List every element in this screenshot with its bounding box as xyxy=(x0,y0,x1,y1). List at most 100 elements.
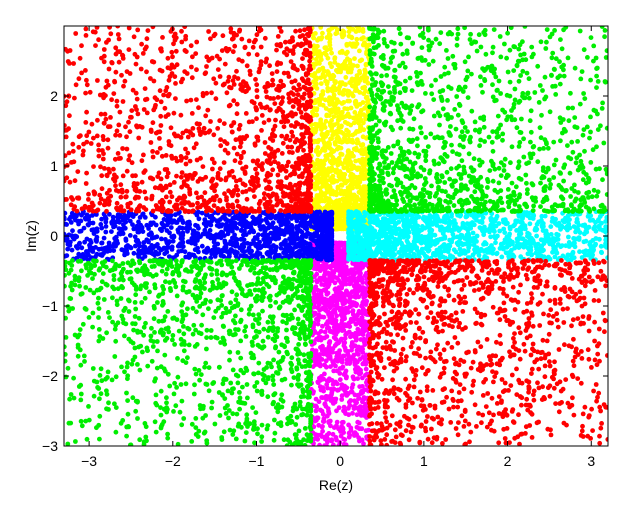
data-point xyxy=(514,236,520,242)
data-point xyxy=(358,160,364,165)
data-point xyxy=(314,360,319,366)
data-point xyxy=(316,162,322,168)
data-point xyxy=(352,343,358,349)
data-point xyxy=(213,249,219,255)
data-point xyxy=(337,90,342,96)
data-point xyxy=(346,430,352,436)
data-point xyxy=(333,286,338,292)
data-point xyxy=(340,295,345,300)
data-point xyxy=(346,148,351,154)
data-point xyxy=(352,110,358,115)
data-point xyxy=(329,179,335,185)
data-point xyxy=(204,250,209,255)
data-point xyxy=(587,242,593,248)
data-point xyxy=(549,219,555,224)
data-point xyxy=(363,428,369,434)
data-point xyxy=(265,214,271,220)
data-point xyxy=(359,218,365,223)
data-point xyxy=(322,401,328,407)
data-point xyxy=(426,237,432,242)
data-point xyxy=(362,413,367,418)
data-point xyxy=(338,251,343,257)
data-point xyxy=(332,60,338,65)
data-point xyxy=(506,242,512,248)
data-point xyxy=(335,340,341,346)
data-point xyxy=(348,42,354,48)
data-point xyxy=(339,152,345,157)
data-point xyxy=(101,235,107,241)
data-point xyxy=(433,250,439,256)
data-point xyxy=(354,290,360,296)
data-point xyxy=(424,216,430,222)
data-point xyxy=(402,230,408,236)
data-point xyxy=(362,257,367,263)
data-point xyxy=(400,217,406,223)
data-point xyxy=(341,408,347,414)
data-point xyxy=(343,271,348,277)
data-point xyxy=(326,145,332,151)
data-point xyxy=(520,236,526,242)
data-point xyxy=(543,237,549,243)
data-point xyxy=(313,175,318,181)
data-point xyxy=(320,197,325,203)
data-point xyxy=(334,313,340,319)
data-point xyxy=(494,213,500,219)
data-point xyxy=(325,55,331,61)
data-point xyxy=(518,219,523,225)
data-point xyxy=(339,101,345,106)
data-point xyxy=(348,253,354,258)
data-point xyxy=(412,219,418,224)
data-point xyxy=(359,315,365,321)
data-point xyxy=(565,253,571,259)
data-point xyxy=(347,57,353,63)
data-point xyxy=(326,113,332,118)
data-point xyxy=(251,238,256,243)
data-point xyxy=(343,51,349,57)
data-point xyxy=(339,139,345,145)
data-point xyxy=(171,218,177,224)
data-point xyxy=(325,79,330,85)
data-point xyxy=(507,224,513,230)
data-point xyxy=(357,277,363,283)
data-point xyxy=(351,352,357,358)
data-point xyxy=(316,265,322,271)
data-point xyxy=(153,214,158,220)
data-point xyxy=(338,182,344,188)
data-point xyxy=(318,75,324,81)
data-point xyxy=(316,399,322,405)
data-point xyxy=(250,228,256,234)
data-point xyxy=(351,269,356,274)
data-point xyxy=(334,408,339,414)
data-point xyxy=(180,232,186,238)
data-point xyxy=(555,232,561,238)
data-point xyxy=(366,228,372,234)
data-point xyxy=(341,199,347,204)
data-point xyxy=(360,397,366,403)
data-point xyxy=(314,316,319,322)
data-point xyxy=(470,252,476,258)
data-point xyxy=(342,133,348,139)
data-point xyxy=(348,358,353,364)
data-point xyxy=(330,76,335,81)
data-point xyxy=(349,196,355,202)
data-point xyxy=(365,97,371,103)
data-point xyxy=(317,67,322,73)
data-point xyxy=(559,243,565,249)
data-point xyxy=(360,100,366,105)
data-point xyxy=(362,289,367,295)
data-point xyxy=(598,243,604,249)
data-point xyxy=(340,419,346,425)
data-point xyxy=(322,335,327,341)
data-point xyxy=(232,223,238,228)
data-point xyxy=(148,230,154,236)
data-point xyxy=(357,128,363,134)
data-point xyxy=(405,234,411,240)
data-point xyxy=(381,239,387,245)
data-point xyxy=(548,232,554,237)
data-point xyxy=(535,241,541,247)
region-yellow-0 xyxy=(308,26,372,232)
data-point xyxy=(310,109,315,115)
data-point xyxy=(427,232,433,238)
data-point xyxy=(347,227,353,232)
data-point xyxy=(318,81,324,86)
